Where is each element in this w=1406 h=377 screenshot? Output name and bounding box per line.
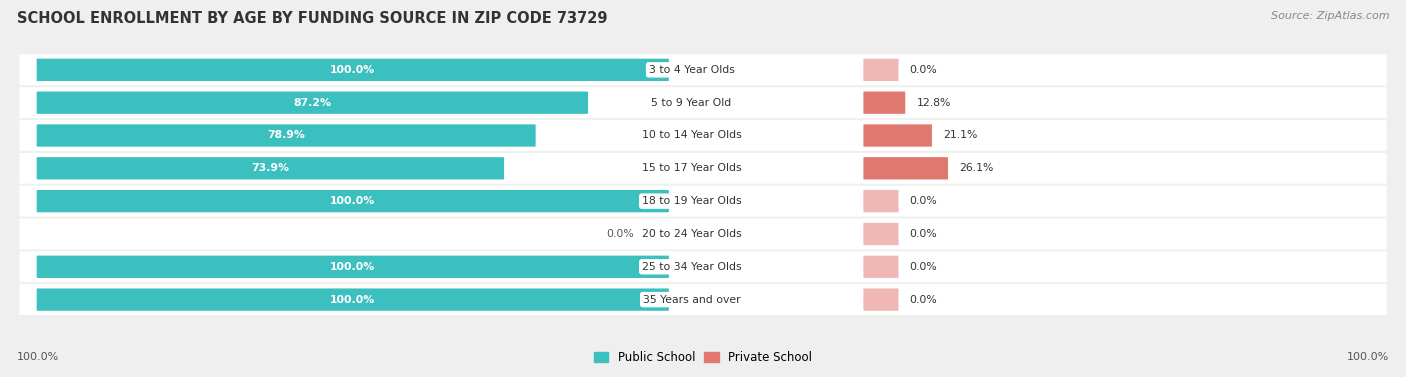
Legend: Public School, Private School: Public School, Private School bbox=[589, 346, 817, 369]
Text: 12.8%: 12.8% bbox=[917, 98, 950, 108]
FancyBboxPatch shape bbox=[37, 190, 669, 212]
Text: 15 to 17 Year Olds: 15 to 17 Year Olds bbox=[641, 163, 741, 173]
Text: 26.1%: 26.1% bbox=[959, 163, 994, 173]
Text: 18 to 19 Year Olds: 18 to 19 Year Olds bbox=[641, 196, 741, 206]
FancyBboxPatch shape bbox=[37, 157, 505, 179]
Text: 25 to 34 Year Olds: 25 to 34 Year Olds bbox=[641, 262, 741, 272]
Text: 100.0%: 100.0% bbox=[330, 262, 375, 272]
Text: 3 to 4 Year Olds: 3 to 4 Year Olds bbox=[648, 65, 734, 75]
Text: SCHOOL ENROLLMENT BY AGE BY FUNDING SOURCE IN ZIP CODE 73729: SCHOOL ENROLLMENT BY AGE BY FUNDING SOUR… bbox=[17, 11, 607, 26]
FancyBboxPatch shape bbox=[863, 190, 898, 212]
Text: 0.0%: 0.0% bbox=[910, 262, 938, 272]
Text: 100.0%: 100.0% bbox=[330, 65, 375, 75]
FancyBboxPatch shape bbox=[863, 92, 905, 114]
Text: 100.0%: 100.0% bbox=[330, 196, 375, 206]
Text: Source: ZipAtlas.com: Source: ZipAtlas.com bbox=[1271, 11, 1389, 21]
FancyBboxPatch shape bbox=[20, 54, 1386, 85]
FancyBboxPatch shape bbox=[20, 186, 1386, 216]
Text: 100.0%: 100.0% bbox=[17, 352, 59, 362]
FancyBboxPatch shape bbox=[20, 219, 1386, 250]
Text: 100.0%: 100.0% bbox=[330, 294, 375, 305]
Text: 0.0%: 0.0% bbox=[606, 229, 634, 239]
Text: 0.0%: 0.0% bbox=[910, 229, 938, 239]
FancyBboxPatch shape bbox=[863, 59, 898, 81]
Text: 73.9%: 73.9% bbox=[252, 163, 290, 173]
FancyBboxPatch shape bbox=[37, 59, 669, 81]
Text: 0.0%: 0.0% bbox=[910, 196, 938, 206]
Text: 21.1%: 21.1% bbox=[943, 130, 977, 141]
FancyBboxPatch shape bbox=[863, 223, 898, 245]
Text: 20 to 24 Year Olds: 20 to 24 Year Olds bbox=[641, 229, 741, 239]
FancyBboxPatch shape bbox=[863, 256, 898, 278]
Text: 35 Years and over: 35 Years and over bbox=[643, 294, 741, 305]
FancyBboxPatch shape bbox=[20, 153, 1386, 184]
FancyBboxPatch shape bbox=[20, 284, 1386, 315]
FancyBboxPatch shape bbox=[37, 124, 536, 147]
FancyBboxPatch shape bbox=[863, 124, 932, 147]
Text: 78.9%: 78.9% bbox=[267, 130, 305, 141]
Text: 87.2%: 87.2% bbox=[294, 98, 332, 108]
FancyBboxPatch shape bbox=[20, 87, 1386, 118]
FancyBboxPatch shape bbox=[37, 288, 669, 311]
FancyBboxPatch shape bbox=[37, 92, 588, 114]
FancyBboxPatch shape bbox=[37, 256, 669, 278]
Text: 100.0%: 100.0% bbox=[1347, 352, 1389, 362]
FancyBboxPatch shape bbox=[20, 120, 1386, 151]
FancyBboxPatch shape bbox=[863, 157, 948, 179]
Text: 0.0%: 0.0% bbox=[910, 294, 938, 305]
Text: 5 to 9 Year Old: 5 to 9 Year Old bbox=[651, 98, 731, 108]
FancyBboxPatch shape bbox=[20, 251, 1386, 282]
Text: 10 to 14 Year Olds: 10 to 14 Year Olds bbox=[641, 130, 741, 141]
Text: 0.0%: 0.0% bbox=[910, 65, 938, 75]
FancyBboxPatch shape bbox=[863, 288, 898, 311]
